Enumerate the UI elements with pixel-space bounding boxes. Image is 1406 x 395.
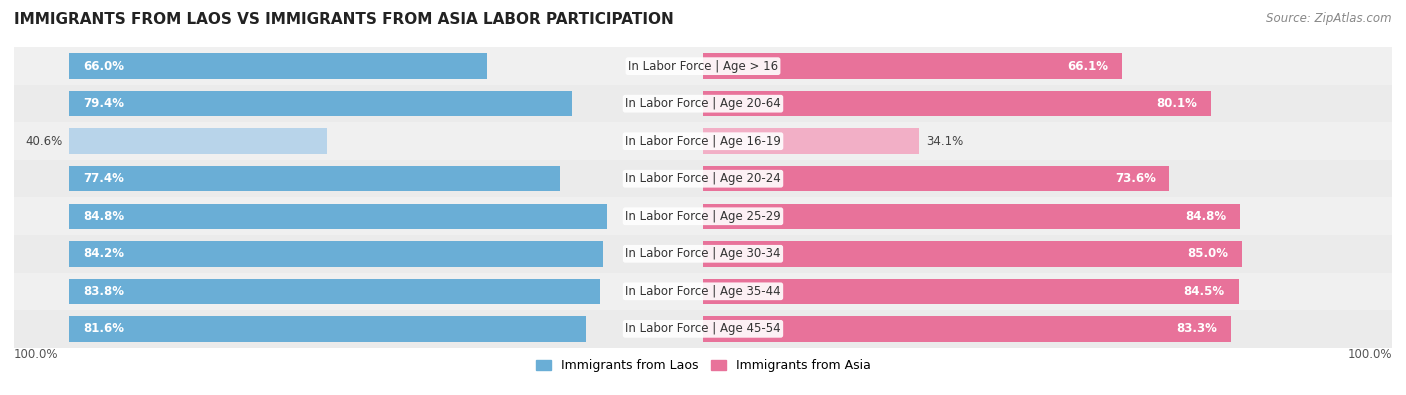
Text: In Labor Force | Age > 16: In Labor Force | Age > 16 xyxy=(628,60,778,73)
Text: 34.1%: 34.1% xyxy=(927,135,963,148)
Bar xyxy=(14,310,1392,348)
Bar xyxy=(14,160,1392,198)
Text: 85.0%: 85.0% xyxy=(1187,247,1227,260)
Bar xyxy=(69,278,600,304)
Bar xyxy=(14,198,1392,235)
Text: 66.0%: 66.0% xyxy=(83,60,124,73)
Text: IMMIGRANTS FROM LAOS VS IMMIGRANTS FROM ASIA LABOR PARTICIPATION: IMMIGRANTS FROM LAOS VS IMMIGRANTS FROM … xyxy=(14,12,673,27)
Bar xyxy=(69,91,572,117)
Bar xyxy=(14,273,1392,310)
Text: 81.6%: 81.6% xyxy=(83,322,124,335)
Text: Source: ZipAtlas.com: Source: ZipAtlas.com xyxy=(1267,12,1392,25)
Bar xyxy=(703,166,1170,192)
Text: 66.1%: 66.1% xyxy=(1067,60,1108,73)
Text: In Labor Force | Age 35-44: In Labor Force | Age 35-44 xyxy=(626,285,780,298)
Legend: Immigrants from Laos, Immigrants from Asia: Immigrants from Laos, Immigrants from As… xyxy=(530,354,876,377)
Text: 80.1%: 80.1% xyxy=(1156,97,1197,110)
Text: 84.2%: 84.2% xyxy=(83,247,124,260)
Text: In Labor Force | Age 30-34: In Labor Force | Age 30-34 xyxy=(626,247,780,260)
Bar xyxy=(703,316,1232,342)
Text: In Labor Force | Age 25-29: In Labor Force | Age 25-29 xyxy=(626,210,780,223)
Bar xyxy=(703,53,1122,79)
Text: In Labor Force | Age 20-24: In Labor Force | Age 20-24 xyxy=(626,172,780,185)
Text: 79.4%: 79.4% xyxy=(83,97,124,110)
Text: 84.8%: 84.8% xyxy=(1185,210,1226,223)
Text: In Labor Force | Age 16-19: In Labor Force | Age 16-19 xyxy=(626,135,780,148)
Bar xyxy=(69,128,326,154)
Text: 84.8%: 84.8% xyxy=(83,210,124,223)
Text: 73.6%: 73.6% xyxy=(1115,172,1156,185)
Text: 83.3%: 83.3% xyxy=(1177,322,1218,335)
Text: 100.0%: 100.0% xyxy=(14,348,59,361)
Bar xyxy=(14,122,1392,160)
Bar xyxy=(703,91,1211,117)
Bar xyxy=(69,241,603,267)
Bar xyxy=(703,241,1241,267)
Bar xyxy=(69,166,560,192)
Bar xyxy=(69,53,488,79)
Text: 40.6%: 40.6% xyxy=(25,135,62,148)
Bar xyxy=(14,85,1392,122)
Text: In Labor Force | Age 45-54: In Labor Force | Age 45-54 xyxy=(626,322,780,335)
Bar xyxy=(703,203,1240,229)
Bar xyxy=(703,128,920,154)
Text: In Labor Force | Age 20-64: In Labor Force | Age 20-64 xyxy=(626,97,780,110)
Text: 83.8%: 83.8% xyxy=(83,285,124,298)
Text: 100.0%: 100.0% xyxy=(1347,348,1392,361)
Bar xyxy=(14,235,1392,273)
Bar xyxy=(14,47,1392,85)
Text: 77.4%: 77.4% xyxy=(83,172,124,185)
Text: 84.5%: 84.5% xyxy=(1184,285,1225,298)
Bar xyxy=(69,316,586,342)
Bar xyxy=(69,203,606,229)
Bar xyxy=(703,278,1239,304)
